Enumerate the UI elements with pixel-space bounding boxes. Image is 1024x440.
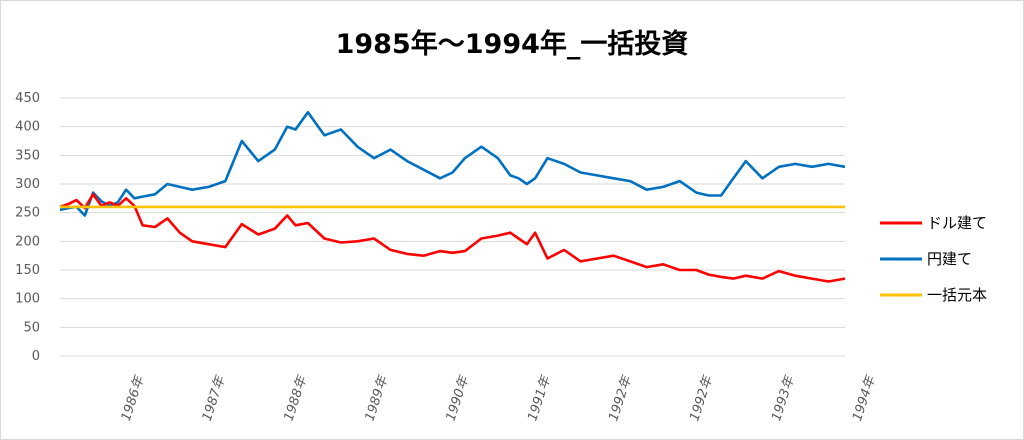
y-tick-label: 0 xyxy=(32,349,40,364)
x-tick-label: 1986年 xyxy=(119,373,148,423)
y-tick-label: 350 xyxy=(15,148,40,163)
y-tick-label: 50 xyxy=(23,320,40,335)
series-line-1 xyxy=(59,111,846,217)
y-tick-label: 150 xyxy=(15,263,40,278)
x-tick-label: 1987年 xyxy=(200,373,229,423)
y-tick-label: 250 xyxy=(15,206,40,221)
gridlines xyxy=(60,97,845,357)
legend-label: 一括元本 xyxy=(927,286,987,304)
series-line-0 xyxy=(59,193,846,283)
x-tick-label: 1992年 xyxy=(687,373,716,423)
chart-title: 1985年～1994年_一括投資 xyxy=(335,29,689,60)
x-tick-label: 1990年 xyxy=(444,373,473,423)
y-axis-ticks: 0 50 100 150 200 250 300 350 400 450 xyxy=(15,91,40,364)
y-tick-label: 100 xyxy=(15,292,40,307)
x-axis-ticks: 1986年 1987年 1988年 1989年 1990年 1991年 1992年 1992年… xyxy=(119,373,879,423)
legend-label: ドル建て xyxy=(927,214,987,232)
x-tick-label: 1994年 xyxy=(850,373,879,423)
y-tick-label: 400 xyxy=(15,120,40,135)
x-tick-label: 1988年 xyxy=(282,373,311,423)
x-tick-label: 1993年 xyxy=(769,373,798,423)
x-tick-label: 1989年 xyxy=(363,373,392,423)
series-lines xyxy=(59,111,846,283)
x-tick-label: 1991年 xyxy=(525,373,554,423)
y-tick-label: 200 xyxy=(15,234,40,249)
y-tick-label: 450 xyxy=(15,91,40,106)
legend-label: 円建て xyxy=(927,250,972,268)
y-tick-label: 300 xyxy=(15,177,40,192)
x-tick-label: 1992年 xyxy=(606,373,635,423)
